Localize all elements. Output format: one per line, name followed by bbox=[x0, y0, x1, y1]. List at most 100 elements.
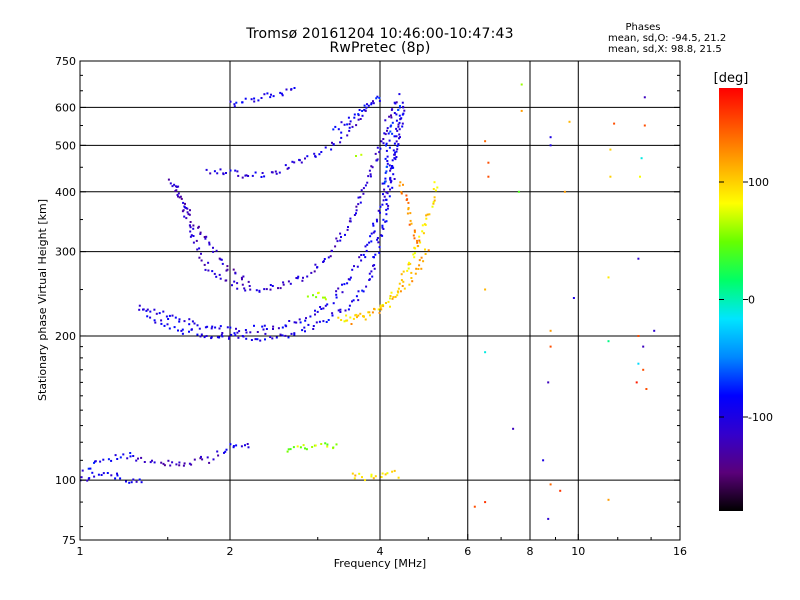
trace-point bbox=[138, 478, 141, 481]
trace-point bbox=[368, 169, 371, 172]
trace-point bbox=[393, 178, 396, 180]
trace-point bbox=[196, 248, 199, 251]
trace-point bbox=[391, 186, 394, 189]
trace-point bbox=[379, 147, 382, 150]
trace-point bbox=[238, 330, 241, 333]
trace-point bbox=[352, 299, 355, 302]
trace-point bbox=[211, 270, 214, 273]
trace-point bbox=[200, 252, 202, 255]
trace-point bbox=[250, 98, 253, 101]
trace-point bbox=[224, 279, 227, 282]
trace-point bbox=[132, 478, 135, 481]
trace-point bbox=[376, 158, 379, 161]
trace-point bbox=[393, 153, 396, 156]
trace-point bbox=[287, 280, 290, 283]
scatter-point bbox=[607, 276, 610, 279]
trace-point bbox=[367, 311, 370, 314]
scatter-point bbox=[609, 175, 612, 178]
trace-point bbox=[396, 290, 399, 293]
scatter-point bbox=[637, 362, 640, 365]
trace-point bbox=[221, 335, 224, 338]
trace-point bbox=[146, 308, 149, 311]
trace-point bbox=[129, 452, 132, 454]
trace-point bbox=[378, 246, 381, 249]
trace-point bbox=[367, 175, 370, 178]
scatter-point bbox=[642, 368, 645, 371]
trace-point bbox=[359, 201, 362, 204]
trace-point bbox=[199, 231, 202, 234]
trace-point bbox=[192, 241, 195, 244]
trace-point bbox=[418, 235, 421, 238]
trace-point bbox=[234, 334, 237, 337]
trace-point bbox=[93, 475, 96, 478]
trace-point bbox=[428, 213, 431, 216]
trace-point bbox=[348, 129, 351, 132]
trace-point bbox=[181, 332, 184, 335]
trace-point bbox=[391, 159, 394, 162]
trace-point bbox=[392, 173, 395, 176]
trace-point bbox=[189, 224, 191, 227]
trace-point bbox=[407, 267, 410, 270]
trace-point bbox=[398, 106, 401, 109]
trace-point bbox=[173, 183, 176, 186]
trace-point bbox=[354, 474, 357, 477]
trace-point bbox=[254, 171, 257, 174]
trace-point bbox=[176, 185, 178, 188]
trace-point bbox=[275, 336, 278, 339]
trace-point bbox=[263, 324, 266, 327]
trace-point bbox=[372, 222, 375, 225]
trace-point bbox=[246, 443, 249, 445]
trace-point bbox=[335, 443, 338, 446]
trace-point bbox=[373, 307, 375, 310]
scatter-point bbox=[639, 175, 641, 178]
trace-point bbox=[247, 280, 250, 283]
trace-point bbox=[385, 191, 388, 194]
trace-point bbox=[287, 166, 290, 169]
trace-point bbox=[363, 108, 366, 111]
trace-point bbox=[263, 175, 266, 178]
trace-point bbox=[265, 328, 268, 330]
trace-point bbox=[385, 208, 388, 211]
trace-point bbox=[418, 264, 421, 267]
trace-point bbox=[376, 238, 379, 241]
trace-point bbox=[280, 92, 283, 95]
trace-point bbox=[314, 309, 316, 312]
trace-point bbox=[418, 259, 421, 262]
scatter-point bbox=[642, 345, 645, 348]
trace-point bbox=[357, 203, 360, 206]
trace-point bbox=[284, 334, 287, 337]
phase-stats-x-line: mean, sd,X: 98.8, 21.5 bbox=[608, 44, 722, 55]
trace-point bbox=[281, 326, 284, 329]
trace-point bbox=[348, 278, 351, 281]
trace-point bbox=[253, 100, 256, 103]
trace-point bbox=[216, 336, 219, 339]
trace-point bbox=[355, 205, 358, 208]
trace-point bbox=[398, 93, 401, 96]
trace-point bbox=[389, 178, 392, 181]
trace-point bbox=[284, 324, 287, 327]
trace-point bbox=[119, 477, 122, 480]
trace-point bbox=[399, 181, 402, 184]
x-tick-label: 1 bbox=[77, 545, 84, 558]
trace-point bbox=[160, 319, 163, 322]
trace-point bbox=[204, 237, 207, 240]
trace-point bbox=[357, 290, 360, 293]
trace-point bbox=[384, 177, 387, 180]
chart-title: Tromsø 20161204 10:46:00-10:47:43 bbox=[246, 26, 514, 42]
scatter-point bbox=[549, 329, 552, 332]
trace-point bbox=[382, 228, 385, 230]
trace-point bbox=[169, 464, 172, 467]
trace-point bbox=[355, 124, 358, 127]
trace-point bbox=[325, 321, 328, 323]
trace-point bbox=[314, 444, 317, 447]
trace-point bbox=[282, 281, 285, 284]
trace-point bbox=[219, 258, 222, 261]
trace-point bbox=[385, 142, 388, 145]
trace-point bbox=[216, 450, 219, 453]
trace-point bbox=[269, 288, 272, 291]
trace-point bbox=[410, 222, 413, 225]
trace-point bbox=[192, 235, 195, 237]
trace-point bbox=[301, 279, 304, 282]
trace-point bbox=[178, 320, 181, 323]
trace-point bbox=[432, 188, 435, 190]
